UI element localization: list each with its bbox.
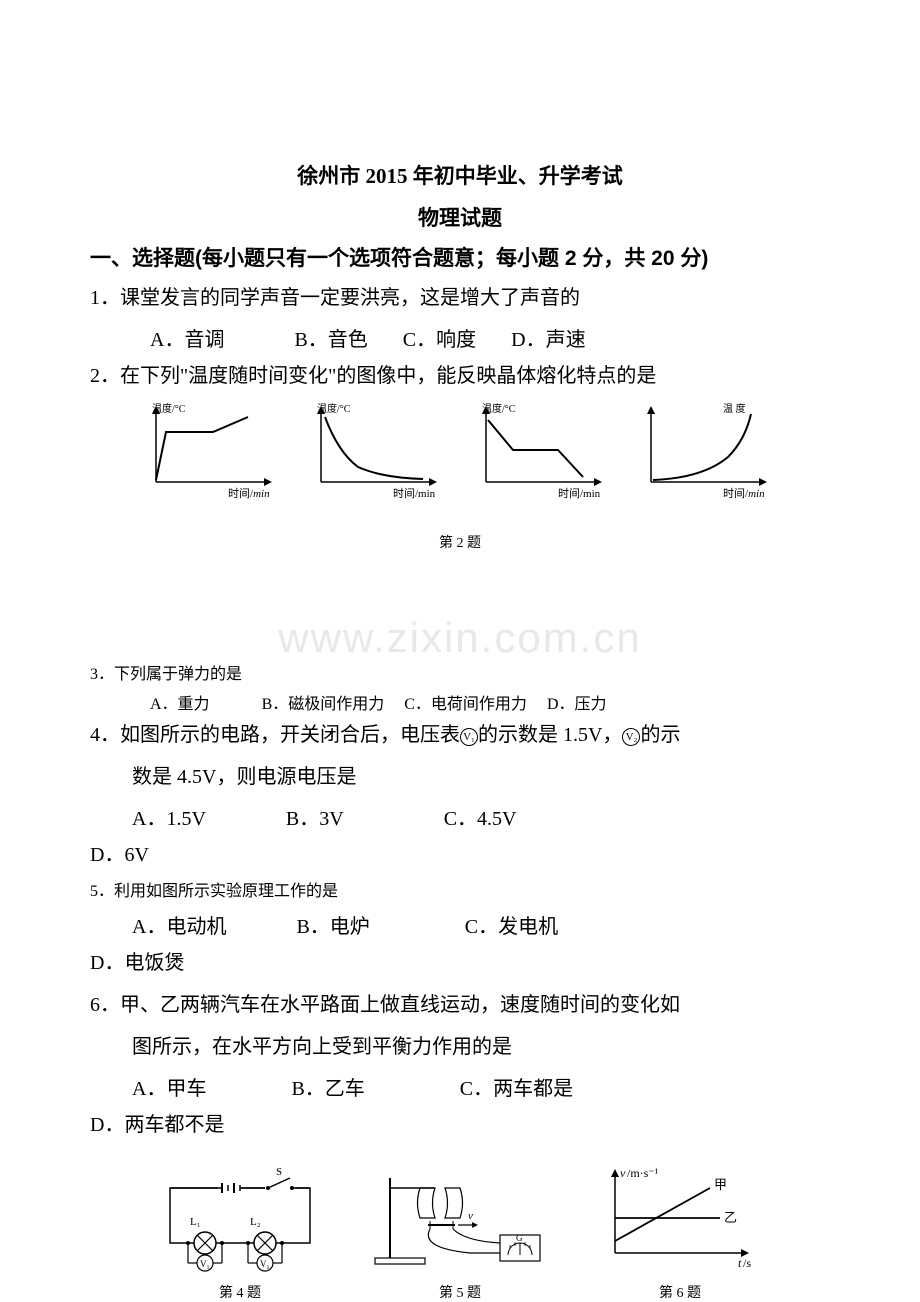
question-5-options: A．电动机 B．电炉 C．发电机: [90, 909, 830, 945]
xlabel: 时间/min: [558, 487, 601, 500]
q3-opt-b: B．磁极间作用力: [262, 696, 385, 713]
svg-text:V₂: V₂: [260, 1259, 270, 1269]
svg-text:甲: 甲: [714, 1177, 727, 1192]
question-2: 2．在下列"温度随时间变化"的图像中，能反映晶体熔化特点的是: [90, 358, 830, 394]
figure-6: v /m·s⁻¹ t /s 甲 乙 第 6 题: [580, 1163, 780, 1293]
fig5-caption: 第 5 题: [360, 1282, 560, 1302]
question-4: 4．如图所示的电路，开关闭合后，电压表V₁的示数是 1.5V，V₂的示: [90, 717, 830, 753]
q6-opt-b: B．乙车: [291, 1078, 364, 1100]
svg-text:v: v: [620, 1166, 626, 1180]
svg-text:/m·s⁻¹: /m·s⁻¹: [627, 1166, 659, 1180]
q2-graph-d: 温 度 时间/min: [633, 402, 783, 502]
exam-title: 徐州市 2015 年初中毕业、升学考试: [90, 160, 830, 190]
question-1-options: A．音调 B．音色 C．响度 D．声速: [90, 322, 830, 358]
q5-opt-b: B．电炉: [296, 916, 369, 938]
xlabel: 时间/min: [228, 487, 270, 500]
svg-text:v: v: [468, 1210, 473, 1222]
svg-text:乙: 乙: [724, 1210, 737, 1225]
q2-graph-a: 温度/°C 时间/min: [138, 402, 288, 502]
fig6-caption: 第 6 题: [580, 1282, 780, 1302]
ylabel: 温 度: [723, 402, 746, 415]
watermark: www.zixin.com.cn: [278, 614, 641, 662]
q4-opt-d: D．6V: [90, 837, 830, 873]
q2-graph-b: 温度/°C 时间/min: [303, 402, 453, 502]
q5-opt-c: C．发电机: [465, 916, 558, 938]
question-3: 3．下列属于弹力的是: [90, 662, 830, 688]
q4-opt-b: B．3V: [286, 808, 344, 830]
q5-opt-d: D．电饭煲: [90, 945, 830, 981]
figures-row: S L₁ L₂ V₁ V₂: [90, 1163, 830, 1293]
v1-icon: V₁: [460, 728, 478, 746]
xlabel: 时间/min: [723, 487, 765, 500]
fig4-caption: 第 4 题: [140, 1282, 340, 1302]
svg-text:V₁: V₁: [200, 1259, 210, 1269]
q4-text-3: 的示: [640, 724, 680, 746]
question-1: 1．课堂发言的同学声音一定要洪亮，这是增大了声音的: [90, 280, 830, 316]
q6-opt-c: C．两车都是: [460, 1078, 573, 1100]
q3-opt-d: D．压力: [547, 696, 607, 713]
q3-opt-c: C．电荷间作用力: [404, 696, 527, 713]
q4-opt-c: C．4.5V: [444, 808, 517, 830]
question-6-options: A．甲车 B．乙车 C．两车都是: [90, 1071, 830, 1107]
svg-text:L₂: L₂: [250, 1216, 261, 1228]
v2-icon: V₂: [622, 728, 640, 746]
svg-text:/s: /s: [743, 1256, 751, 1270]
q1-opt-a: A．音调: [150, 329, 224, 351]
svg-text:S: S: [276, 1166, 282, 1178]
q6-opt-a: A．甲车: [132, 1078, 206, 1100]
figure-4: S L₁ L₂ V₁ V₂: [140, 1163, 340, 1293]
svg-text:G: G: [516, 1233, 523, 1243]
q2-graphs: 温度/°C 时间/min 温度/°C 时间/min 温度/°C 时: [90, 402, 830, 502]
q3-opt-a: A．重力: [150, 696, 210, 713]
q5-opt-a: A．电动机: [132, 916, 226, 938]
q4-text-2: 的示数是 1.5V，: [478, 724, 622, 746]
exam-subject: 物理试题: [90, 202, 830, 232]
q6-opt-d: D．两车都不是: [90, 1107, 830, 1143]
svg-text:L₁: L₁: [190, 1216, 201, 1228]
q4-text-1: 4．如图所示的电路，开关闭合后，电压表: [90, 724, 460, 746]
question-5: 5．利用如图所示实验原理工作的是: [90, 879, 830, 905]
question-4-options: A．1.5V B．3V C．4.5V: [90, 801, 830, 837]
question-6-line1: 6．甲、乙两辆汽车在水平路面上做直线运动，速度随时间的变化如: [90, 987, 830, 1023]
question-6-line2: 图所示，在水平方向上受到平衡力作用的是: [90, 1029, 830, 1065]
xlabel: 时间/min: [393, 487, 436, 500]
q1-opt-b: B．音色: [294, 329, 367, 351]
q4-opt-a: A．1.5V: [132, 808, 206, 830]
question-3-options: A．重力 B．磁极间作用力 C．电荷间作用力 D．压力: [90, 692, 830, 718]
q1-opt-c: C．响度: [403, 329, 476, 351]
question-4-line2: 数是 4.5V，则电源电压是: [90, 759, 830, 795]
q2-graph-c: 温度/°C 时间/min: [468, 402, 618, 502]
svg-text:t: t: [738, 1256, 742, 1270]
q1-opt-d: D．声速: [511, 329, 585, 351]
section-header: 一、选择题(每小题只有一个选项符合题意；每小题 2 分，共 20 分): [90, 242, 830, 272]
figure-5: v G 第 5 题: [360, 1163, 560, 1293]
q2-caption: 第 2 题: [90, 532, 830, 552]
